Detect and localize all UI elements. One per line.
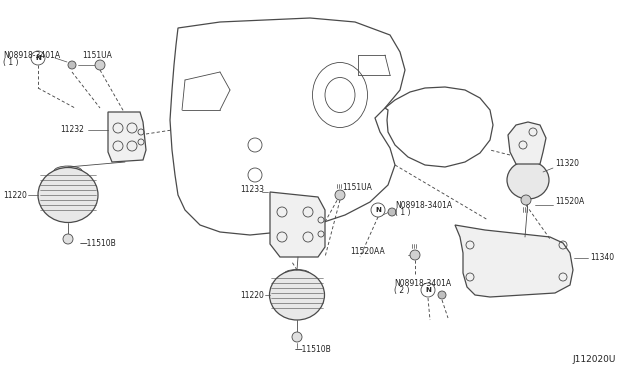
Text: N: N [35,55,41,61]
Circle shape [292,332,302,342]
Text: N08918-3401A: N08918-3401A [394,279,451,288]
Text: 11520AA: 11520AA [350,247,385,257]
Ellipse shape [507,161,549,199]
Text: N08918-3401A: N08918-3401A [3,51,60,60]
Text: 1151UA: 1151UA [82,51,112,60]
Text: 11320: 11320 [555,158,579,167]
Text: —11510B: —11510B [295,346,332,355]
Text: N: N [375,207,381,213]
Circle shape [31,51,45,65]
Ellipse shape [269,270,324,320]
Text: ( 1 ): ( 1 ) [395,208,410,217]
Polygon shape [455,225,573,297]
Circle shape [371,203,385,217]
Text: 11220: 11220 [3,190,27,199]
Text: J112020U: J112020U [572,356,616,365]
Circle shape [421,283,435,297]
Circle shape [68,61,76,69]
Text: N: N [425,287,431,293]
Text: N08918-3401A: N08918-3401A [395,201,452,209]
Text: 11340: 11340 [590,253,614,263]
Text: 11233: 11233 [240,186,264,195]
Ellipse shape [54,166,82,176]
Circle shape [388,208,396,216]
Text: 1151UA: 1151UA [342,183,372,192]
Circle shape [410,250,420,260]
Text: 11520A: 11520A [555,198,584,206]
Polygon shape [508,122,546,164]
Text: 11232: 11232 [60,125,84,135]
Ellipse shape [284,269,310,279]
Text: ( 2 ): ( 2 ) [394,285,410,295]
Text: 11220: 11220 [240,291,264,299]
Circle shape [335,190,345,200]
Ellipse shape [38,167,98,222]
Circle shape [438,291,446,299]
Text: ( 1 ): ( 1 ) [3,58,19,67]
Circle shape [95,60,105,70]
Polygon shape [270,192,325,257]
Circle shape [521,195,531,205]
Polygon shape [108,112,146,162]
Text: —11510B: —11510B [80,238,116,247]
Circle shape [63,234,73,244]
Ellipse shape [517,160,539,168]
